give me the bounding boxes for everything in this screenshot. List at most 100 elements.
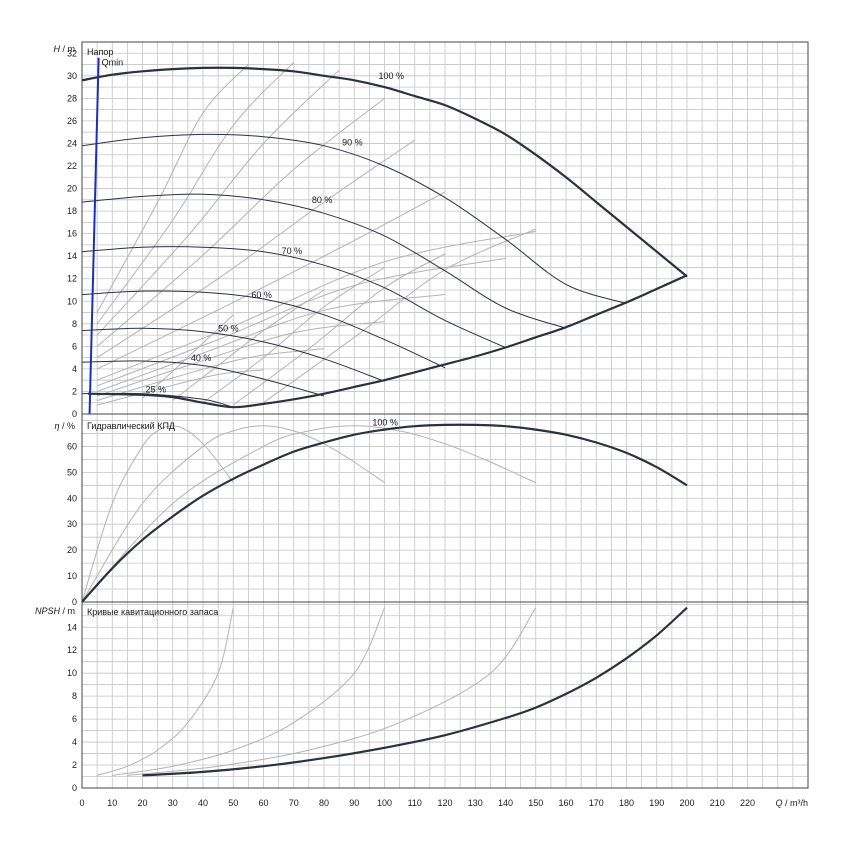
- x-tick-label: 210: [710, 798, 725, 808]
- y-tick-label: 12: [67, 274, 77, 284]
- x-tick-label: 170: [589, 798, 604, 808]
- x-tick-label: 160: [558, 798, 573, 808]
- efficiency-isoline: [96, 191, 446, 370]
- npsh-family-curve: [127, 607, 537, 776]
- npsh-main-curve: [142, 606, 688, 777]
- speed-curve-label: 90 %: [342, 138, 363, 148]
- x-tick-label: 130: [468, 798, 483, 808]
- efficiency-isoline: [263, 228, 537, 404]
- y-tick-label: 30: [67, 71, 77, 81]
- efficiency-isoline: [96, 230, 536, 381]
- flow-axis-symbol: Q: [775, 798, 782, 808]
- x-tick-label: 140: [498, 798, 513, 808]
- x-tick-label: 80: [319, 798, 329, 808]
- family-curves: [81, 61, 537, 776]
- x-tick-label: 0: [79, 798, 84, 808]
- efficiency-axis-symbol: η: [54, 421, 59, 431]
- x-tick-label: 220: [740, 798, 755, 808]
- efficiency-100-label: 100 %: [372, 418, 398, 428]
- y-tick-label: 22: [67, 161, 77, 171]
- speed-curve: [81, 290, 446, 369]
- efficiency-isoline: [96, 257, 506, 387]
- y-tick-label: 6: [72, 714, 77, 724]
- x-tick-label: 60: [258, 798, 268, 808]
- efficiency-main-curve: [81, 423, 688, 603]
- npsh-axis-label: NPSH / m: [35, 606, 75, 616]
- efficiency-isoline: [96, 139, 416, 359]
- efficiency-isoline: [202, 267, 385, 404]
- y-tick-label: 6: [72, 341, 77, 351]
- efficiency-panel-title: Гидравлический КПД: [87, 421, 175, 431]
- x-tick-label: 200: [679, 798, 694, 808]
- grid-layer: [82, 42, 808, 788]
- x-tick-label: 40: [198, 798, 208, 808]
- y-tick-label: 10: [67, 296, 77, 306]
- operating-envelope-curve: [87, 274, 688, 409]
- speed-curve: [81, 133, 627, 304]
- efficiency-isoline: [142, 314, 234, 399]
- y-tick-label: 8: [72, 691, 77, 701]
- speed-curve: [81, 246, 506, 348]
- efficiency-isoline: [96, 369, 264, 406]
- flow-axis-unit: / m³/h: [782, 798, 808, 808]
- x-tick-label: 110: [408, 798, 422, 808]
- y-tick-label: 18: [67, 206, 77, 216]
- y-tick-label: 0: [72, 783, 77, 793]
- y-tick-label: 14: [67, 622, 77, 632]
- efficiency-isoline: [96, 294, 446, 392]
- head-panel-title: Напор: [87, 47, 113, 57]
- efficiency-axis-unit: / %: [59, 421, 75, 431]
- speed-curve-label: 80 %: [312, 195, 333, 205]
- npsh-panel-title: Кривые кавитационного запаса: [87, 607, 218, 617]
- speed-curve: [81, 360, 325, 397]
- y-tick-label: 12: [67, 645, 77, 655]
- speed-curve-label: 50 %: [218, 324, 239, 334]
- x-tick-label: 10: [107, 798, 117, 808]
- y-tick-label: 14: [67, 251, 77, 261]
- y-tick-label: 2: [72, 386, 77, 396]
- qmin-label: Qmin: [102, 58, 124, 68]
- y-tick-label: 8: [72, 319, 77, 329]
- x-tick-label: 190: [649, 798, 664, 808]
- head-axis-unit: / m: [60, 44, 75, 54]
- flow-axis-label: Q / m³/h: [775, 798, 808, 808]
- y-tick-label: 60: [67, 441, 77, 451]
- y-tick-label: 28: [67, 93, 77, 103]
- efficiency-family-curve: [81, 425, 385, 603]
- x-tick-label: 100: [377, 798, 392, 808]
- y-tick-label: 0: [72, 597, 77, 607]
- efficiency-isoline: [96, 64, 249, 313]
- npsh-family-curve: [112, 607, 385, 776]
- efficiency-axis-label: η / %: [54, 421, 75, 431]
- speed-curve-label: 60 %: [251, 290, 272, 300]
- head-axis-symbol: H: [54, 44, 61, 54]
- efficiency-isoline: [233, 253, 446, 406]
- speed-curve-label: 100 %: [378, 71, 404, 81]
- main-curves: [81, 57, 688, 777]
- tick-labels: 0246810121416182022242628303201020304050…: [67, 48, 755, 808]
- speed-curve: [81, 66, 688, 278]
- speed-curve-label: 40 %: [191, 353, 212, 363]
- y-tick-label: 50: [67, 467, 77, 477]
- y-tick-label: 26: [67, 116, 77, 126]
- y-tick-label: 16: [67, 229, 77, 239]
- x-tick-label: 70: [289, 798, 299, 808]
- y-tick-label: 0: [72, 409, 77, 419]
- y-tick-label: 20: [67, 184, 77, 194]
- speed-curve-label: 25 %: [146, 385, 167, 395]
- x-tick-label: 120: [437, 798, 452, 808]
- x-tick-label: 90: [349, 798, 359, 808]
- x-tick-label: 30: [168, 798, 178, 808]
- y-tick-label: 4: [72, 364, 77, 374]
- efficiency-family-curve: [81, 425, 537, 603]
- efficiency-isoline: [96, 98, 385, 347]
- efficiency-isoline: [96, 61, 295, 325]
- y-tick-label: 20: [67, 545, 77, 555]
- speed-curves: [81, 66, 688, 408]
- x-tick-label: 150: [528, 798, 543, 808]
- speed-curve-label: 70 %: [282, 246, 303, 256]
- qmin-line: [88, 57, 100, 415]
- y-tick-label: 30: [67, 519, 77, 529]
- npsh-family-curve: [96, 607, 234, 776]
- y-tick-label: 4: [72, 737, 77, 747]
